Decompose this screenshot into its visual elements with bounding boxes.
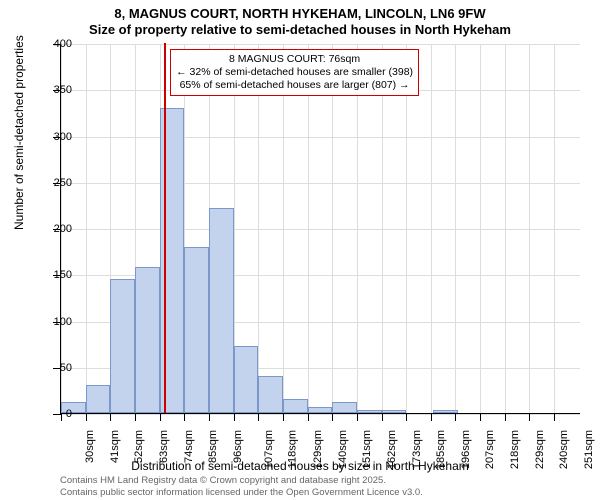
y-axis-title: Number of semi-detached properties [12, 35, 26, 230]
y-tick-label: 50 [60, 362, 72, 374]
chart-container: 8, MAGNUS COURT, NORTH HYKEHAM, LINCOLN,… [0, 0, 600, 500]
chart-title-main: 8, MAGNUS COURT, NORTH HYKEHAM, LINCOLN,… [0, 6, 600, 21]
y-tick-label: 100 [54, 316, 72, 328]
y-tick-label: 150 [54, 269, 72, 281]
y-tick-label: 0 [66, 408, 72, 420]
histogram-bar [110, 279, 135, 413]
chart-title-sub: Size of property relative to semi-detach… [0, 22, 600, 37]
annotation-line2: ← 32% of semi-detached houses are smalle… [176, 66, 413, 79]
histogram-bar [433, 410, 458, 413]
y-tick-label: 350 [54, 84, 72, 96]
histogram-bar [283, 399, 308, 413]
histogram-bar [382, 410, 407, 413]
histogram-bar [332, 402, 357, 413]
histogram-bar [61, 402, 86, 413]
footer: Contains HM Land Registry data © Crown c… [60, 475, 423, 498]
y-tick-label: 400 [54, 38, 72, 50]
annotation-line1: 8 MAGNUS COURT: 76sqm [176, 53, 413, 66]
y-tick-label: 200 [54, 223, 72, 235]
histogram-bar [258, 376, 283, 413]
histogram-bar [209, 208, 234, 413]
annotation-line3: 65% of semi-detached houses are larger (… [176, 79, 413, 92]
histogram-bar [308, 407, 333, 413]
y-tick-label: 300 [54, 131, 72, 143]
histogram-bar [234, 346, 259, 413]
x-axis-title: Distribution of semi-detached houses by … [0, 459, 600, 473]
annotation-box: 8 MAGNUS COURT: 76sqm ← 32% of semi-deta… [170, 49, 419, 96]
footer-line2: Contains public sector information licen… [60, 487, 423, 498]
histogram-bar [135, 267, 160, 413]
histogram-bar [357, 410, 382, 413]
histogram-bar [184, 247, 209, 414]
plot-area: 8 MAGNUS COURT: 76sqm ← 32% of semi-deta… [60, 44, 580, 414]
y-tick-label: 250 [54, 177, 72, 189]
footer-line1: Contains HM Land Registry data © Crown c… [60, 475, 423, 486]
histogram-bar [86, 385, 111, 413]
